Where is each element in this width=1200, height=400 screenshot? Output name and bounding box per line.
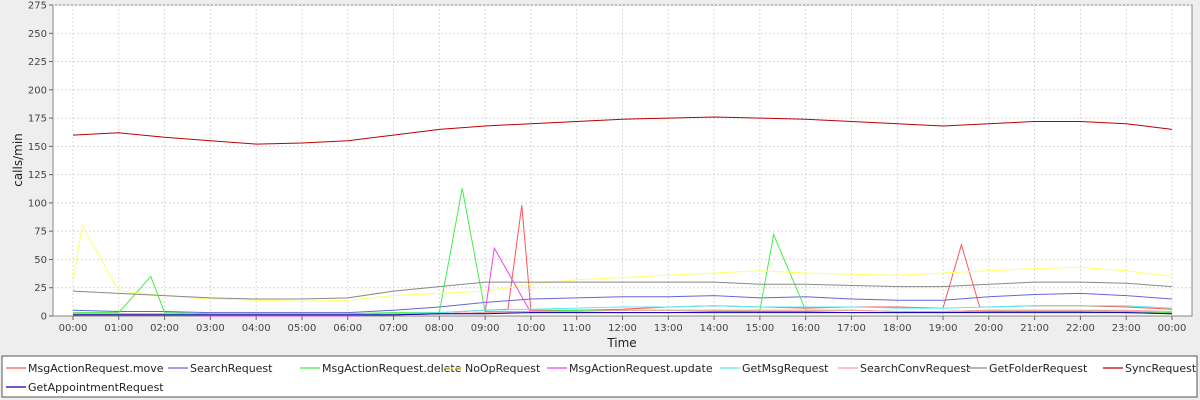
x-axis-title: Time: [606, 336, 636, 350]
y-tick-label: 150: [28, 142, 47, 153]
y-tick-label: 75: [34, 227, 47, 238]
y-axis-title: calls/min: [11, 133, 25, 187]
x-tick-label: 23:00: [1112, 323, 1141, 334]
legend-label: MsgActionRequest.update: [569, 362, 713, 375]
legend-label: GetAppointmentRequest: [28, 381, 164, 394]
legend-label: MsgActionRequest.delete: [322, 362, 462, 375]
x-tick-label: 21:00: [1020, 323, 1049, 334]
y-tick-label: 50: [34, 255, 47, 266]
y-tick-label: 275: [28, 1, 47, 12]
x-tick-label: 12:00: [608, 323, 637, 334]
y-tick-label: 175: [28, 114, 47, 125]
legend-label: SearchConvRequest: [860, 362, 971, 375]
y-tick-label: 25: [34, 283, 47, 294]
x-tick-label: 20:00: [974, 323, 1003, 334]
y-tick-label: 225: [28, 57, 47, 68]
y-tick-label: 250: [28, 29, 47, 40]
x-tick-label: 03:00: [196, 323, 225, 334]
x-tick-label: 06:00: [333, 323, 362, 334]
x-tick-label: 16:00: [791, 323, 820, 334]
x-axis: 00:00 01:00 02:00 03:00 04:00 05:00 06:00 07:00…: [59, 316, 1187, 334]
legend-label: GetMsgRequest: [742, 362, 829, 375]
x-tick-label: 11:00: [562, 323, 591, 334]
x-tick-label: 09:00: [471, 323, 500, 334]
x-tick-label: 08:00: [425, 323, 454, 334]
y-tick-label: 0: [41, 312, 47, 323]
y-axis: 0 25 50 75 100 125 150 175 200 225 250 275: [28, 1, 53, 323]
x-tick-label: 05:00: [288, 323, 317, 334]
x-tick-label: 02:00: [150, 323, 179, 334]
x-tick-label: 04:00: [242, 323, 271, 334]
x-tick-label: 18:00: [883, 323, 912, 334]
x-tick-label: 22:00: [1066, 323, 1095, 334]
y-tick-label: 200: [28, 85, 47, 96]
legend-item-msgactionrequest-update: MsgActionRequest.update: [547, 362, 713, 375]
x-tick-label: 01:00: [104, 323, 133, 334]
x-tick-label: 10:00: [517, 323, 546, 334]
legend-label: NoOpRequest: [465, 362, 541, 375]
legend-item-getappointmentrequest: GetAppointmentRequest: [6, 381, 164, 394]
legend-item-msgactionrequest-delete: MsgActionRequest.delete: [300, 362, 462, 375]
legend-label: GetFolderRequest: [989, 362, 1088, 375]
x-tick-label: 15:00: [745, 323, 774, 334]
legend-item-msgactionrequest-move: MsgActionRequest.move: [6, 362, 164, 375]
legend-label: SearchRequest: [190, 362, 273, 375]
y-tick-label: 100: [28, 198, 47, 209]
x-tick-label: 13:00: [654, 323, 683, 334]
x-tick-label: 07:00: [379, 323, 408, 334]
y-tick-label: 125: [28, 170, 47, 181]
x-tick-label: 14:00: [700, 323, 729, 334]
x-tick-label: 00:00: [1158, 323, 1187, 334]
x-tick-label: 00:00: [59, 323, 88, 334]
legend-label: MsgActionRequest.move: [28, 362, 164, 375]
x-tick-label: 17:00: [837, 323, 866, 334]
legend-label: SyncRequest: [1125, 362, 1197, 375]
x-tick-label: 19:00: [929, 323, 958, 334]
